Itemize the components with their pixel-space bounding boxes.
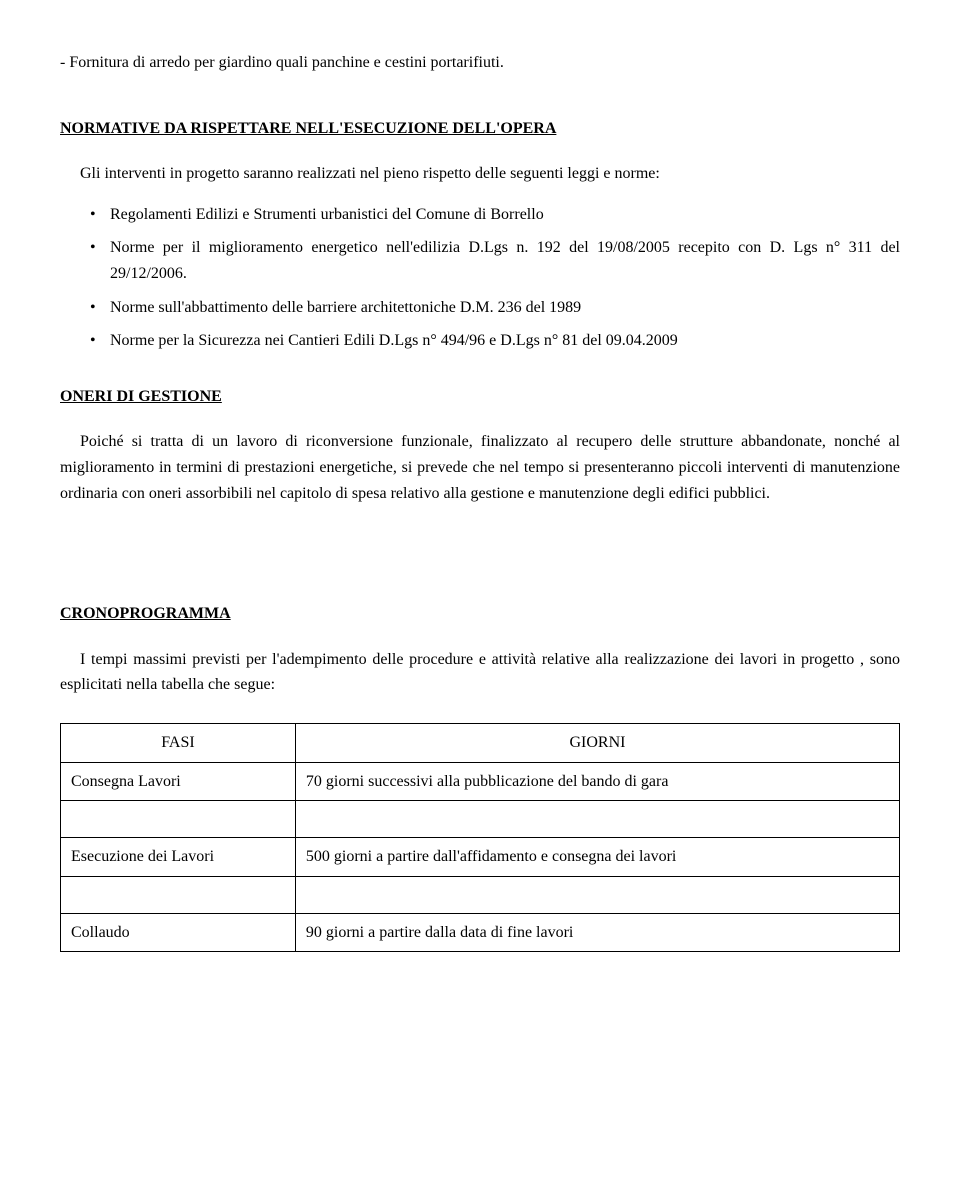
oneri-paragraph: Poiché si tratta di un lavoro di riconve…	[60, 429, 900, 506]
table-cell: Collaudo	[61, 913, 296, 952]
list-item: Norme per la Sicurezza nei Cantieri Edil…	[90, 328, 900, 354]
table-cell: Esecuzione dei Lavori	[61, 838, 296, 877]
table-cell-empty	[61, 876, 296, 913]
table-row: Esecuzione dei Lavori 500 giorni a parti…	[61, 838, 900, 877]
list-item: Norme sull'abbattimento delle barriere a…	[90, 295, 900, 321]
table-cell: 90 giorni a partire dalla data di fine l…	[295, 913, 899, 952]
normative-subtext: Gli interventi in progetto saranno reali…	[60, 161, 900, 187]
crono-table: FASI GIORNI Consegna Lavori 70 giorni su…	[60, 723, 900, 952]
table-header-row: FASI GIORNI	[61, 723, 900, 762]
normative-heading: NORMATIVE DA RISPETTARE NELL'ESECUZIONE …	[60, 116, 900, 142]
table-cell-empty	[295, 801, 899, 838]
table-cell: 500 giorni a partire dall'affidamento e …	[295, 838, 899, 877]
list-item: Norme per il miglioramento energetico ne…	[90, 235, 900, 286]
table-cell-empty	[61, 801, 296, 838]
crono-heading: CRONOPROGRAMMA	[60, 601, 900, 627]
table-cell: Consegna Lavori	[61, 762, 296, 801]
normative-bullets: Regolamenti Edilizi e Strumenti urbanist…	[60, 202, 900, 354]
table-header-giorni: GIORNI	[295, 723, 899, 762]
list-item: Regolamenti Edilizi e Strumenti urbanist…	[90, 202, 900, 228]
table-row-spacer	[61, 801, 900, 838]
crono-paragraph: I tempi massimi previsti per l'adempimen…	[60, 647, 900, 698]
oneri-heading: ONERI DI GESTIONE	[60, 384, 900, 410]
table-row: Consegna Lavori 70 giorni successivi all…	[61, 762, 900, 801]
table-row: Collaudo 90 giorni a partire dalla data …	[61, 913, 900, 952]
table-cell-empty	[295, 876, 899, 913]
table-row-spacer	[61, 876, 900, 913]
intro-text: - Fornitura di arredo per giardino quali…	[60, 50, 900, 76]
table-header-fasi: FASI	[61, 723, 296, 762]
table-cell: 70 giorni successivi alla pubblicazione …	[295, 762, 899, 801]
